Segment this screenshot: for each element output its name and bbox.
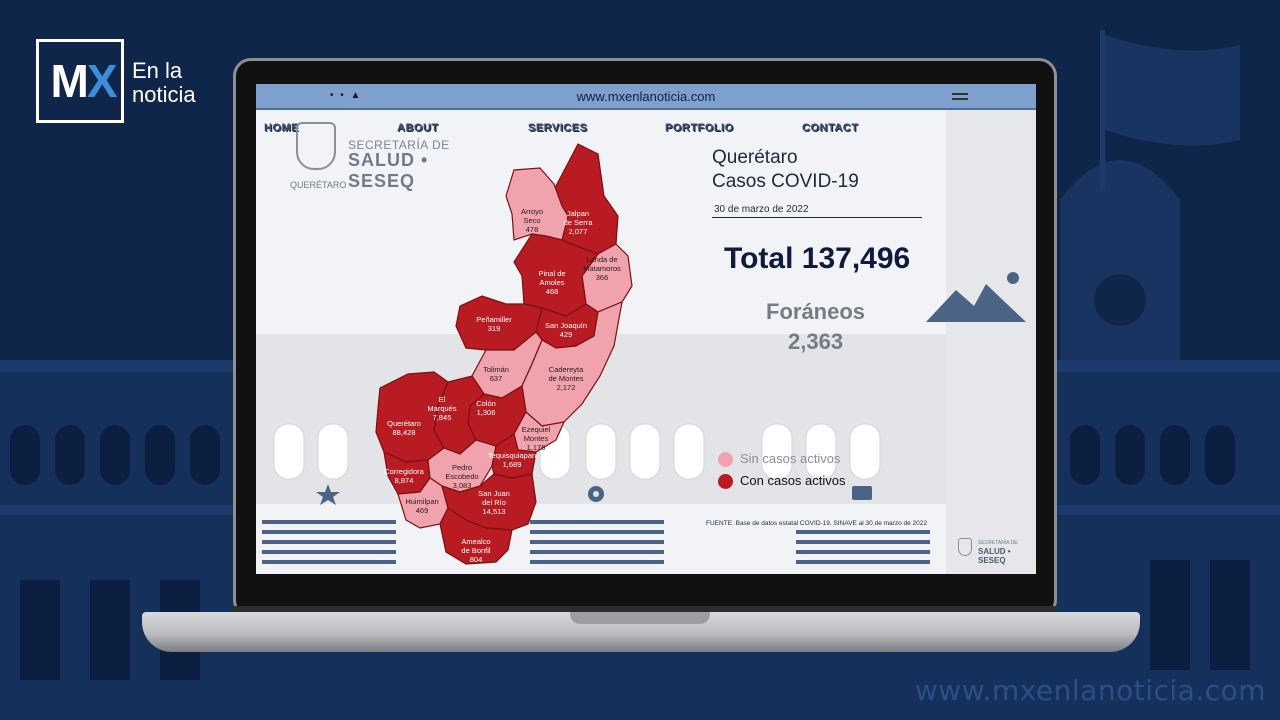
municipality-label: Ezequiel Montes 1,176	[522, 425, 551, 452]
municipality-label: Arroyo Seco 478	[521, 207, 543, 234]
menu-icon[interactable]	[952, 93, 968, 100]
screen-background	[256, 84, 1036, 574]
legend-label-active: Con casos activos	[740, 473, 846, 488]
legend-label-inactive: Sin casos activos	[740, 451, 841, 466]
queretaro-map: Arroyo Seco 478 Jalpan de Serra 2,077 Landa de…	[375, 143, 633, 565]
laptop-notch	[570, 612, 710, 624]
municipality-label: Pinal de Amoles 468	[538, 269, 565, 296]
crest-icon-small	[958, 538, 972, 556]
municipality-label: Peñamiller 319	[476, 315, 512, 333]
agency-line3: QUERÉTARO	[290, 180, 347, 190]
logo-text: En la noticia	[132, 58, 196, 107]
foraneos-label: Foráneos	[766, 299, 866, 324]
municipality-label: Colón 1,306	[476, 399, 496, 417]
total-cases: Total 137,496	[724, 242, 911, 275]
agency-small-line2: SALUD • SESEQ	[978, 547, 1011, 565]
title-state: Querétaro	[712, 147, 798, 168]
crest-icon	[296, 122, 336, 170]
agency-line2: SALUD • SESEQ	[348, 150, 429, 191]
report-date: 30 de marzo de 2022	[714, 204, 809, 215]
title-subject: Casos COVID-19	[712, 171, 859, 192]
window-controls[interactable]: • • ▲	[330, 90, 363, 101]
municipality-label: Jalpan de Serra 2,077	[564, 209, 594, 236]
report-title: Querétaro Casos COVID-19	[712, 146, 932, 194]
source-note: FUENTE: Base de datos estatal COVID-19, …	[706, 520, 927, 527]
municipality-label: Tolimán 637	[483, 365, 509, 383]
municipality-label: Pedro Escobedo 3,083	[445, 463, 478, 490]
agency-line1: SECRETARÍA DE	[348, 138, 450, 152]
municipality-label: Amealco de Bonfil 804	[461, 537, 491, 564]
municipality-label: El Marqués 7,845	[427, 395, 456, 422]
star-icon	[316, 484, 340, 505]
municipality-label: Querétaro 88,428	[387, 419, 421, 437]
foraneos-value: 2,363	[788, 329, 844, 354]
logo-box: MX	[36, 39, 124, 123]
municipality-label: Landa de Matamoros 366	[583, 255, 621, 282]
region-amealco[interactable]	[439, 507, 513, 565]
browser-bar: • • ▲ www.mxenlanoticia.com	[256, 84, 1036, 110]
municipality-label: Huimilpan 469	[405, 497, 438, 515]
agency-logo-small: SECRETARÍA DE SALUD • SESEQ	[956, 536, 1036, 566]
brand-logo[interactable]: MX En la noticia	[36, 39, 236, 125]
legend-dot-active	[718, 474, 733, 489]
municipality-label: Tequisquiapan 1,689	[488, 451, 536, 469]
municipality-label: Corregidora 8,874	[384, 467, 424, 485]
nav-contact[interactable]: CONTACT	[802, 122, 859, 134]
nav-services[interactable]: SERVICES	[528, 122, 588, 134]
nav-about[interactable]: ABOUT	[397, 122, 439, 134]
agency-logo: SECRETARÍA DE SALUD • SESEQ QUERÉTARO	[288, 120, 488, 191]
address-bar-url[interactable]: www.mxenlanoticia.com	[576, 89, 716, 104]
laptop-hinge	[233, 606, 1057, 616]
footer-url[interactable]: www.mxenlanoticia.com	[914, 674, 1266, 707]
nav-portfolio[interactable]: PORTFOLIO	[665, 122, 734, 134]
image-placeholder-icon	[926, 272, 1026, 322]
legend-dot-inactive	[718, 452, 733, 467]
municipality-label: San Joaquín 429	[545, 321, 587, 339]
laptop-screen: • • ▲ www.mxenlanoticia.com HOME ABOUT S…	[256, 84, 1036, 574]
municipality-label: San Juan del Río 14,513	[478, 489, 510, 516]
message-icon	[852, 486, 872, 500]
agency-small-line1: SECRETARÍA DE	[978, 540, 1018, 546]
date-underline	[712, 217, 922, 218]
nav-home[interactable]: HOME	[264, 122, 299, 134]
logo-letters: MX	[50, 55, 117, 107]
municipality-label: Cadereyta de Montes 2,172	[548, 365, 584, 392]
